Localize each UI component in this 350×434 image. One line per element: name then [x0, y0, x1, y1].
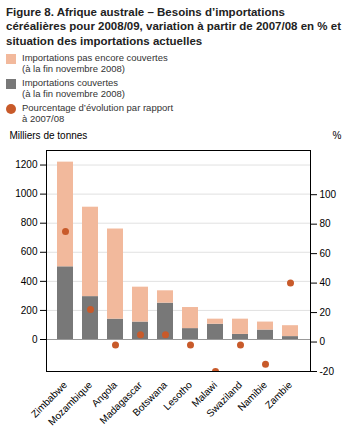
svg-text:60: 60 [320, 247, 332, 258]
svg-text:Madagascar: Madagascar [97, 378, 145, 426]
svg-text:20: 20 [320, 306, 332, 317]
svg-text:Mozambique: Mozambique [46, 379, 95, 428]
svg-text:Malawi: Malawi [189, 378, 220, 409]
svg-text:Zambie: Zambie [263, 379, 295, 411]
svg-text:80: 80 [320, 218, 332, 229]
svg-text:%: % [333, 129, 342, 140]
svg-text:-20: -20 [320, 365, 335, 376]
svg-text:1200: 1200 [15, 159, 38, 170]
html-text:Importations couvertes (à la f: Importations couvertes (à la fin novembr… [22, 77, 125, 99]
svg-text:Zimbabwe: Zimbabwe [28, 378, 70, 420]
svg-text:Botswana: Botswana [130, 379, 169, 418]
svg-text:Swaziland: Swaziland [204, 379, 244, 419]
svg-text:600: 600 [21, 246, 38, 257]
svg-text:200: 200 [21, 304, 38, 315]
svg-text:1000: 1000 [15, 188, 38, 199]
svg-text:Milliers de tonnes: Milliers de tonnes [10, 129, 88, 140]
svg-text:0: 0 [320, 336, 326, 347]
html-text:Figure 8. Afrique australe – B: Figure 8. Afrique australe – Besoins d’i… [6, 6, 341, 47]
svg-text:40: 40 [320, 277, 332, 288]
svg-text:100: 100 [320, 189, 337, 200]
svg-text:800: 800 [21, 217, 38, 228]
svg-text:400: 400 [21, 275, 38, 286]
html-text:Importations pas encore couver: Importations pas encore couvertes (à la … [22, 52, 168, 74]
svg-text:0: 0 [32, 333, 38, 344]
svg-text:Lesotho: Lesotho [161, 379, 194, 412]
svg-text:Angola: Angola [89, 378, 120, 409]
html-text:Pourcentage d’évolution par ra: Pourcentage d’évolution par rapport à 20… [22, 101, 173, 124]
svg-text:Namibie: Namibie [235, 379, 269, 413]
